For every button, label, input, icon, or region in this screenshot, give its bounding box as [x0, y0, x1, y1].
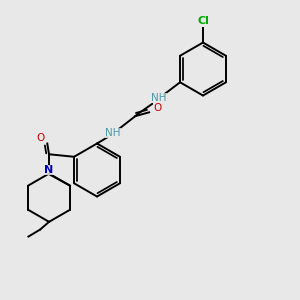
Text: N: N — [44, 165, 54, 175]
Text: NH: NH — [106, 128, 121, 138]
Text: O: O — [36, 133, 44, 142]
Text: O: O — [153, 103, 161, 113]
Text: Cl: Cl — [197, 16, 209, 26]
Text: NH: NH — [151, 94, 166, 103]
